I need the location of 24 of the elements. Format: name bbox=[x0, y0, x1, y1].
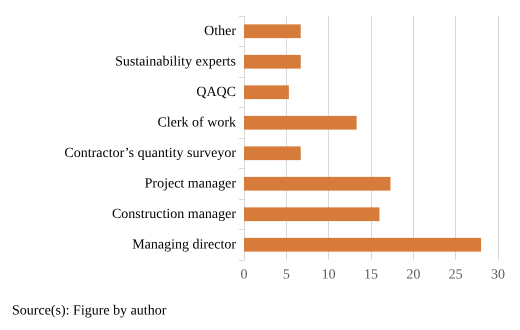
y-tick-label: Construction manager bbox=[112, 206, 236, 222]
x-tick-label: 5 bbox=[282, 268, 290, 282]
bar bbox=[244, 238, 482, 252]
bar bbox=[244, 24, 301, 38]
y-tick-label: Managing director bbox=[132, 237, 236, 252]
y-tick-label: Clerk of work bbox=[157, 115, 236, 130]
bar bbox=[244, 207, 380, 222]
bar bbox=[244, 116, 357, 130]
y-tick-label: Contractor’s quantity surveyor bbox=[64, 146, 236, 161]
bar bbox=[244, 146, 301, 160]
y-tick-label: QAQC bbox=[196, 84, 236, 100]
y-tick-label: Other bbox=[204, 24, 236, 39]
x-tick-label: 20 bbox=[406, 268, 420, 282]
source-note: Source(s): Figure by author bbox=[12, 304, 167, 318]
x-tick-label: 15 bbox=[364, 268, 378, 282]
x-tick-label: 10 bbox=[322, 268, 336, 282]
y-tick-label: Sustainability experts bbox=[115, 54, 236, 70]
x-tick-label: 0 bbox=[240, 268, 248, 282]
bar bbox=[244, 54, 301, 69]
bar bbox=[244, 176, 390, 191]
y-tick-label: Project manager bbox=[144, 176, 236, 192]
bar bbox=[244, 85, 289, 100]
x-tick-label: 30 bbox=[491, 268, 505, 282]
x-tick-label: 25 bbox=[448, 268, 463, 282]
